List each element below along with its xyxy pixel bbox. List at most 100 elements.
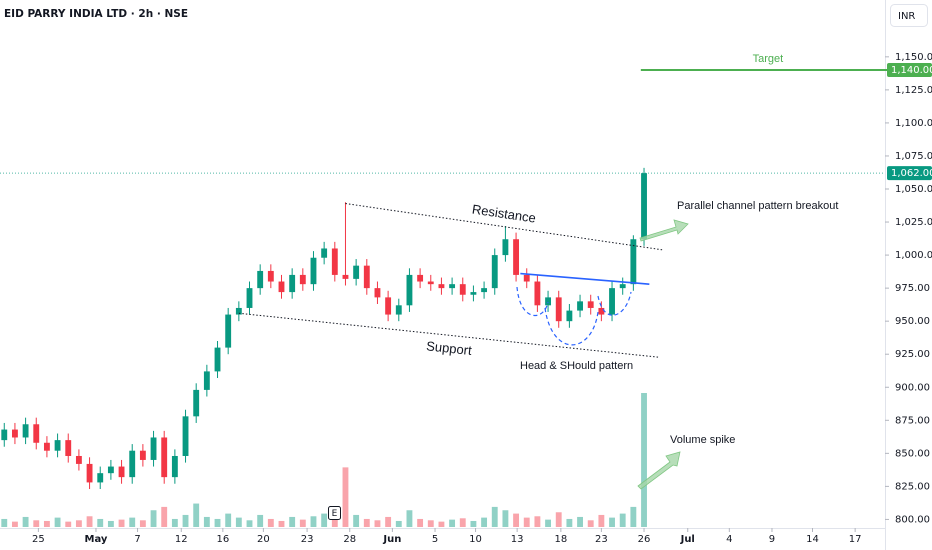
candle-body <box>481 288 488 293</box>
candle-body <box>97 473 104 483</box>
trendline <box>238 312 660 358</box>
candle-body <box>545 297 551 306</box>
volume-bar <box>342 467 349 527</box>
candle-body <box>523 274 530 282</box>
volume-bar <box>182 514 189 527</box>
volume-bar <box>481 517 488 527</box>
candle-body <box>619 284 626 289</box>
last-price-label: 1,062.00 <box>891 168 932 179</box>
candle-body <box>385 297 392 315</box>
breakout-arrow <box>639 219 689 242</box>
candle-body <box>33 424 40 443</box>
y-tick-label: 875.00 <box>895 415 930 426</box>
candle-body <box>161 437 168 478</box>
volume-bar <box>235 517 242 527</box>
x-tick-label: 10 <box>469 534 482 545</box>
volume-bar <box>75 520 82 527</box>
trendline-label: Support <box>426 338 473 358</box>
candle-body <box>449 284 456 289</box>
volume-bar <box>193 503 200 527</box>
volume-bar <box>470 520 477 527</box>
candle-body <box>203 371 210 390</box>
candle-body <box>609 288 615 315</box>
earnings-marker[interactable]: E <box>332 509 338 519</box>
volume-bar <box>299 519 306 527</box>
y-tick-label: 1,000.00 <box>895 250 932 261</box>
candle-body <box>129 450 136 478</box>
volume-bar <box>438 521 445 527</box>
volume-bar <box>577 516 583 527</box>
y-tick-label: 900.00 <box>895 382 930 393</box>
candle-body <box>310 257 317 285</box>
candle-body <box>598 307 605 315</box>
candle-body <box>566 310 573 322</box>
volume-bar <box>545 519 551 527</box>
volume-bar <box>43 520 50 527</box>
x-tick-label: 7 <box>134 534 140 545</box>
volume-bar <box>449 519 456 527</box>
candle-body <box>555 297 562 322</box>
candle-body <box>54 440 61 451</box>
candle-body <box>257 270 264 289</box>
volume-bar <box>86 516 93 527</box>
volume-bar <box>289 516 296 527</box>
candle-body <box>406 274 413 306</box>
y-tick-label: 1,125.00 <box>895 85 932 96</box>
candle-body <box>182 416 189 456</box>
volume-bar <box>225 513 232 527</box>
volume-bar <box>353 514 360 527</box>
x-tick-label: 9 <box>769 534 775 545</box>
volume-bar <box>331 517 338 527</box>
volume-bar <box>385 516 392 527</box>
trendline <box>345 203 663 251</box>
volume-bar <box>363 518 370 527</box>
currency[interactable]: INR <box>898 11 915 22</box>
breakout-note: Parallel channel pattern breakout <box>677 200 838 212</box>
earnings-box[interactable] <box>328 506 341 520</box>
volume-bar <box>161 506 168 527</box>
candle-body <box>417 274 424 282</box>
y-tick-label: 950.00 <box>895 316 930 327</box>
y-tick-label: 1,150.00 <box>895 52 932 63</box>
last-price-tag <box>887 166 932 181</box>
y-tick-label: 1,100.00 <box>895 118 932 129</box>
volume-bar <box>395 520 402 527</box>
candle-body <box>331 248 338 275</box>
volume-bar <box>33 520 40 527</box>
volume-bar <box>22 516 29 527</box>
volume-bar <box>587 520 594 527</box>
volume-arrow <box>637 451 681 490</box>
volume-bar <box>118 519 125 527</box>
candle-body <box>395 305 402 315</box>
target-price-label: 1,140.00 <box>891 65 932 76</box>
candle-body <box>321 248 328 258</box>
candle-body <box>118 466 125 478</box>
y-tick-label: 975.00 <box>895 283 930 294</box>
currency-box[interactable] <box>890 4 928 27</box>
candle-body <box>470 292 477 295</box>
volume-bar <box>417 518 424 527</box>
candle-body <box>86 463 93 483</box>
volume-note: Volume spike <box>670 434 735 446</box>
candle-body <box>171 455 178 478</box>
y-tick-label: 1,050.00 <box>895 184 932 195</box>
x-tick-label: 4 <box>726 534 732 545</box>
candle-body <box>235 307 242 315</box>
volume-bar <box>427 520 434 527</box>
y-tick-label: 850.00 <box>895 448 930 459</box>
volume-bar <box>459 518 466 527</box>
x-tick-label: 23 <box>301 534 314 545</box>
candle-body <box>246 288 253 308</box>
candle-body <box>75 455 82 464</box>
volume-bar <box>150 510 157 527</box>
volume-bar <box>555 512 562 527</box>
candle-body <box>43 442 50 451</box>
x-tick-label: 25 <box>32 534 45 545</box>
candle-body <box>278 281 285 293</box>
volume-bar <box>139 520 146 527</box>
volume-bar <box>374 520 381 527</box>
y-tick-label: 800.00 <box>895 514 930 525</box>
x-tick-label: Jul <box>680 534 695 545</box>
candle-body <box>513 239 520 275</box>
